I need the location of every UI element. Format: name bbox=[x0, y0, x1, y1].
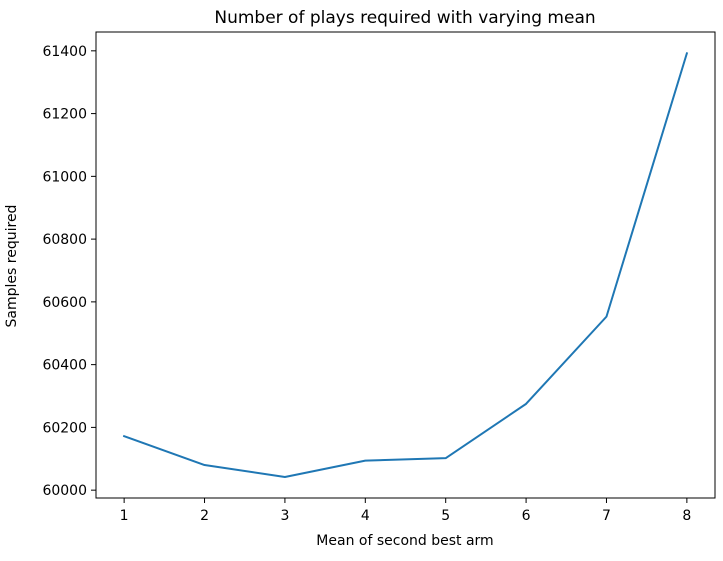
y-tick-label: 61200 bbox=[42, 107, 87, 123]
x-tick-label: 8 bbox=[682, 508, 691, 524]
x-tick-label: 6 bbox=[522, 508, 531, 524]
x-axis-label: Mean of second best arm bbox=[316, 533, 493, 549]
x-tick-label: 4 bbox=[361, 508, 370, 524]
y-tick-label: 60200 bbox=[42, 420, 87, 436]
x-tick-label: 7 bbox=[602, 508, 611, 524]
x-tick-label: 5 bbox=[441, 508, 450, 524]
y-tick-label: 60400 bbox=[42, 358, 87, 374]
y-tick-label: 61400 bbox=[42, 44, 87, 60]
y-axis-label: Samples required bbox=[4, 205, 20, 328]
y-tick-label: 60000 bbox=[42, 483, 87, 499]
chart-title: Number of plays required with varying me… bbox=[214, 8, 595, 28]
y-tick-label: 61000 bbox=[42, 169, 87, 185]
x-tick-label: 3 bbox=[280, 508, 289, 524]
x-tick-label: 2 bbox=[200, 508, 209, 524]
y-tick-label: 60800 bbox=[42, 232, 87, 248]
y-tick-label: 60600 bbox=[42, 295, 87, 311]
x-tick-label: 1 bbox=[120, 508, 129, 524]
